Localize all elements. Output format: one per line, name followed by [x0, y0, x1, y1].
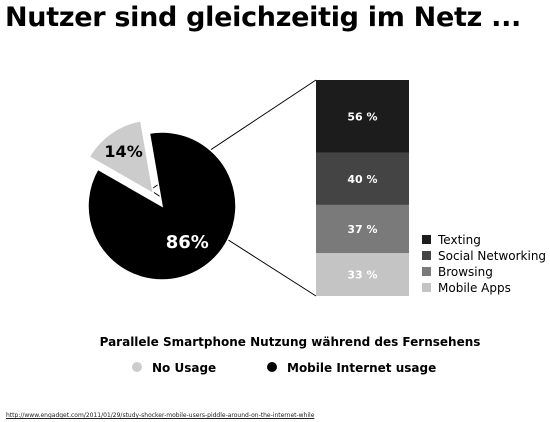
pie-label-mobile-internet-usage: 86% — [166, 232, 209, 253]
bar-segment-social-networking — [316, 152, 409, 205]
legend-label-no-usage: No Usage — [152, 361, 216, 375]
legend-label-mobile-apps: Mobile Apps — [438, 281, 511, 295]
legend-label-browsing: Browsing — [438, 265, 493, 279]
legend-dot-no-usage — [132, 362, 142, 372]
legend-label-social-networking: Social Networking — [438, 249, 546, 263]
stacked-bar-chart: 33 % 37 % 40 % 56 % — [316, 80, 409, 296]
pie-legend: No Usage Mobile Internet usage — [132, 361, 436, 375]
bar-segment-browsing — [316, 204, 409, 254]
pie-chart: 14% 86% — [87, 119, 237, 281]
legend-swatch-texting — [422, 235, 431, 244]
bar-legend: Texting Social Networking Browsing Mobile A… — [422, 233, 546, 295]
page-title: Nutzer sind gleichzeitig im Netz ... — [5, 2, 521, 33]
legend-swatch-browsing — [422, 267, 431, 276]
pie-slice-no-usage — [88, 119, 155, 196]
bar-label-mobile-apps: 33 % — [347, 269, 377, 282]
bar-segment-texting — [316, 80, 409, 153]
legend-swatch-mobile-apps — [422, 283, 431, 292]
legend-label-texting: Texting — [437, 233, 481, 247]
legend-label-mobile-internet-usage: Mobile Internet usage — [287, 361, 436, 375]
pie-slice-mobile-internet-usage — [87, 131, 237, 281]
legend-swatch-social-networking — [422, 251, 431, 260]
bar-label-browsing: 37 % — [347, 223, 377, 236]
chart-title: Parallele Smartphone Nutzung während des… — [100, 335, 481, 349]
legend-dot-mobile-internet-usage — [267, 362, 277, 372]
pie-label-no-usage: 14% — [104, 142, 142, 161]
bar-label-texting: 56 % — [347, 110, 377, 123]
bar-segment-mobile-apps — [316, 253, 409, 296]
source-link[interactable]: http://www.engadget.com/2011/01/29/study… — [6, 412, 315, 419]
bar-label-social-networking: 40 % — [347, 173, 377, 186]
